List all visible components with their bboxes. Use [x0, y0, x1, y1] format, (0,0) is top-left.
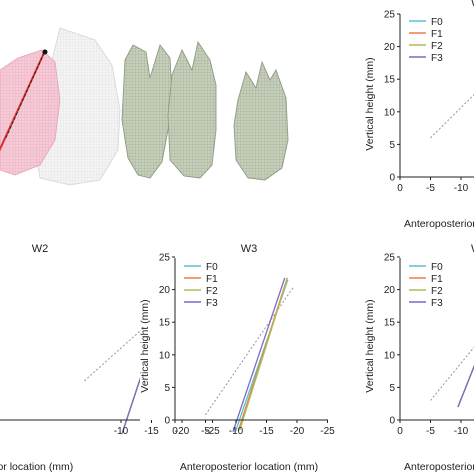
w2-axes: -10 -15 -20 -25 — [0, 419, 220, 437]
w3-panel-title: W3 — [241, 243, 258, 255]
w1-legend-label-f0: F0 — [431, 17, 443, 28]
w3-y-tick-label: 10 — [159, 350, 171, 361]
pink-root-mesh — [0, 49, 61, 176]
w1-x-axis-label: Anteroposterior location (mm) — [404, 218, 474, 230]
tooth-mesh-right — [233, 60, 289, 181]
w4-x-tick-label: -10 — [454, 426, 469, 437]
w4-series-f3 — [457, 364, 474, 408]
w3-y-tick-label: 20 — [159, 285, 171, 296]
w4-y-tick-label: 15 — [384, 318, 396, 329]
w1-y-tick-label: 20 — [384, 42, 396, 53]
w1-panel-title: W1 — [471, 0, 474, 9]
panel-w4: W4 0 5 10 15 20 25 0 -5 -10 Vertical height (mm)… — [364, 243, 474, 473]
w4-y-tick-label: 0 — [389, 416, 395, 427]
panel-w3: W3 0 5 10 15 20 25 0 -5 -10 -15 -20 -25 Vertical he… — [139, 243, 335, 473]
w3-x-tick-label: -5 — [201, 426, 210, 437]
w3-x-tick-label: -20 — [290, 426, 305, 437]
w4-legend-label-f3: F3 — [431, 298, 443, 309]
w3-x-tick-label: -25 — [320, 426, 335, 437]
w4-y-tick-label: 5 — [389, 383, 395, 394]
w4-axes: 0 5 10 15 20 25 0 -5 -10 — [384, 253, 474, 437]
w2-x-tick-label: -10 — [114, 426, 129, 437]
w4-reference-line — [430, 346, 474, 401]
w4-reference-dotted-line — [430, 346, 474, 401]
w3-axes: 0 5 10 15 20 25 0 -5 -10 -15 -20 -25 — [159, 253, 335, 438]
w2-reference-dotted-line — [84, 330, 140, 382]
w4-x-tick-label: -5 — [426, 426, 435, 437]
w4-panel-title: W4 — [471, 243, 474, 255]
w3-legend-label-f3: F3 — [206, 298, 218, 309]
w1-reference-dotted-line — [430, 94, 474, 139]
w1-reference-line — [430, 94, 474, 139]
w3-legend-label-f2: F2 — [206, 286, 218, 297]
w4-x-axis-label: Anteroposterior location (mm) — [404, 461, 474, 473]
w1-y-tick-label: 10 — [384, 107, 396, 118]
w2-series-lines — [121, 377, 140, 434]
w3-legend-label-f1: F1 — [206, 274, 218, 285]
w2-reference-line — [84, 330, 140, 382]
w4-legend-label-f2: F2 — [431, 286, 443, 297]
w2-x-axis-label: Anteroposterior location (mm) — [0, 461, 73, 473]
w4-series-lines — [457, 364, 474, 408]
w1-x-tick-label: -10 — [454, 183, 469, 194]
w2-series-f3 — [121, 377, 140, 434]
w1-legend-label-f3: F3 — [431, 53, 443, 64]
long-axis-line — [0, 49, 48, 152]
w4-x-tick-label: 0 — [397, 426, 403, 437]
w3-series-f3 — [232, 277, 286, 432]
w3-x-axis-label: Anteroposterior location (mm) — [180, 461, 318, 473]
w3-y-tick-label: 0 — [164, 416, 170, 427]
w2-x-tick-label: -15 — [144, 426, 159, 437]
w4-y-tick-label: 10 — [384, 350, 396, 361]
w1-y-tick-label: 15 — [384, 75, 396, 86]
w3-reference-dotted-line — [205, 286, 295, 416]
w3-y-tick-label: 25 — [159, 253, 171, 264]
w4-legend-label-f0: F0 — [431, 262, 443, 273]
w3-legend-label-f0: F0 — [206, 262, 218, 273]
w1-y-tick-label: 0 — [389, 173, 395, 184]
w1-legend-label-f2: F2 — [431, 41, 443, 52]
w4-legend-label-f1: F1 — [431, 274, 443, 285]
w1-legend-label-f1: F1 — [431, 29, 443, 40]
w1-x-tick-label: 0 — [397, 183, 403, 194]
w1-y-tick-label: 25 — [384, 10, 396, 21]
tooth-model-illustration — [0, 27, 289, 186]
w3-x-tick-label: -10 — [229, 426, 244, 437]
w3-series-lines — [232, 277, 289, 432]
w3-series-f2 — [239, 278, 288, 431]
w2-x-tick-label: -25 — [205, 426, 220, 437]
w3-x-tick-label: -15 — [259, 426, 274, 437]
w1-y-axis-label: Vertical height (mm) — [364, 57, 376, 150]
w3-y-tick-label: 5 — [164, 383, 170, 394]
w3-y-axis-label: Vertical height (mm) — [139, 299, 151, 392]
w1-y-tick-label: 5 — [389, 140, 395, 151]
w3-y-tick-label: 15 — [159, 318, 171, 329]
w1-x-tick-label: -5 — [426, 183, 435, 194]
panel-w2: W2 -10 -15 -20 -25 Anteroposterior location… — [0, 243, 220, 473]
w3-x-tick-label: 0 — [172, 426, 178, 437]
w3-reference-line — [205, 286, 295, 416]
w2-panel-title: W2 — [32, 243, 49, 255]
tooth-mesh-left — [121, 44, 173, 179]
w4-y-axis-label: Vertical height (mm) — [364, 299, 376, 392]
w4-y-tick-label: 25 — [384, 253, 396, 264]
tooth-mesh-middle — [167, 40, 217, 179]
w2-x-tick-label: -20 — [175, 426, 190, 437]
w4-y-tick-label: 20 — [384, 285, 396, 296]
